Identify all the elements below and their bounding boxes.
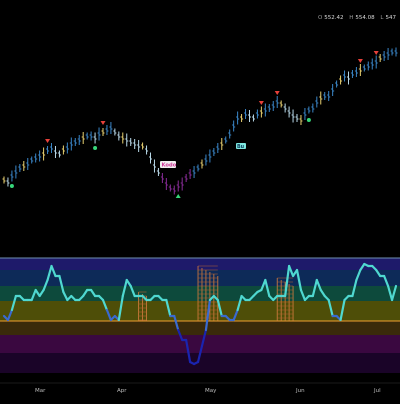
oscillator-segment xyxy=(196,344,204,364)
ohlc-high-value: 554.08 xyxy=(355,15,375,21)
oscillator-segment xyxy=(34,288,41,298)
oscillator-segment xyxy=(165,298,172,318)
ohlc-low-key: L xyxy=(380,15,384,21)
oscillator-segment xyxy=(6,308,14,322)
oscillator-segment xyxy=(121,278,128,298)
oscillator-segment xyxy=(10,294,17,312)
oscillator-segment xyxy=(319,288,326,298)
time-axis-label-jun: Jun xyxy=(295,388,305,394)
sell-signal-marker xyxy=(357,59,363,63)
oscillator-segment xyxy=(327,298,334,318)
oscillator-pane[interactable] xyxy=(0,257,400,373)
oscillator-segment xyxy=(82,288,89,298)
oscillator-segment xyxy=(284,264,291,298)
oscillator-segment xyxy=(185,338,192,364)
oscillator-band-mid xyxy=(0,286,400,301)
oscillator-segment xyxy=(62,290,69,302)
time-axis-label-mar: Mar xyxy=(35,388,46,394)
oscillator-segment xyxy=(204,298,211,332)
oscillator-band-bottom xyxy=(0,335,400,353)
ohlc-low-value: 547 xyxy=(385,15,397,21)
oscillator-segment xyxy=(355,268,362,282)
oscillator-segment xyxy=(299,288,307,302)
ohlc-high-key: H xyxy=(349,15,354,21)
time-axis-label-apr: Apr xyxy=(117,388,127,394)
oscillator-segment xyxy=(236,294,243,312)
annotation-badge-cyan-label: Bu xyxy=(237,144,245,150)
oscillator-segment xyxy=(90,288,97,298)
oscillator-segment xyxy=(42,278,49,292)
oscillator-segment xyxy=(359,262,366,272)
oscillator-segment xyxy=(264,278,271,298)
oscillator-segment xyxy=(30,288,37,302)
oscillator-segment xyxy=(311,278,318,298)
oscillator-segment xyxy=(351,278,358,298)
oscillator-segment xyxy=(173,314,180,332)
oscillator-band-floor xyxy=(0,353,400,373)
oscillator-segment xyxy=(200,328,208,348)
ohlc-open-value: 552.42 xyxy=(324,15,344,21)
oscillator-line-layer xyxy=(2,262,398,366)
buy-signal-marker xyxy=(9,184,14,188)
ohlc-open-key: O xyxy=(317,15,323,21)
oscillator-band-lower xyxy=(0,301,400,321)
oscillator-segment xyxy=(101,298,109,312)
oscillator-segment xyxy=(375,268,382,278)
oscillator-segment xyxy=(129,284,136,298)
time-axis-label-may: May xyxy=(205,388,217,394)
price-bars-layer xyxy=(2,47,398,195)
oscillator-segment xyxy=(390,284,398,302)
oscillator-segment xyxy=(386,284,394,302)
oscillator-segment xyxy=(216,298,223,318)
annotation-badge-pink-label: Kodo xyxy=(162,163,177,169)
ohlc-readout: O 552.42 H 554.08 L 547 xyxy=(318,15,400,21)
oscillator-segment xyxy=(125,278,132,288)
buy-signal-marker xyxy=(306,118,311,122)
oscillator-segment xyxy=(38,288,45,298)
oscillator-segment xyxy=(46,264,53,282)
oscillator-segment xyxy=(339,298,346,322)
oscillator-segment xyxy=(177,328,184,342)
oscillator-segment xyxy=(50,264,57,278)
annotation-badge-pink[interactable] xyxy=(160,161,176,168)
oscillator-segment xyxy=(383,274,390,288)
time-axis-label-jul: Jul xyxy=(373,388,381,394)
oscillator-band-base xyxy=(0,321,400,335)
sell-signal-marker xyxy=(100,121,106,125)
oscillator-segment xyxy=(232,308,239,322)
oscillator-segment xyxy=(105,308,113,322)
signal-markers-layer xyxy=(9,51,379,198)
oscillator-band-top xyxy=(0,258,400,270)
sell-signal-marker xyxy=(373,51,379,55)
sell-signal-marker xyxy=(45,139,51,143)
buy-signal-marker xyxy=(175,194,181,198)
annotation-badge-cyan[interactable] xyxy=(236,143,246,149)
oscillator-segment xyxy=(315,278,322,292)
oscillator-segment xyxy=(58,274,65,294)
oscillator-segment xyxy=(117,294,124,322)
sell-signal-marker xyxy=(258,101,264,105)
oscillator-segment xyxy=(287,264,295,278)
oscillator-segment xyxy=(295,268,303,292)
buy-signal-marker xyxy=(93,146,98,150)
sell-signal-marker xyxy=(274,91,280,95)
